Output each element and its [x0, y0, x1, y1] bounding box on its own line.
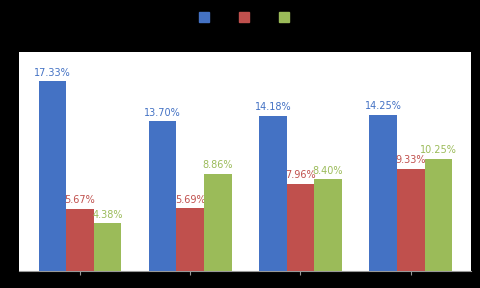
Bar	[148, 121, 176, 271]
Text: 7.96%: 7.96%	[285, 170, 315, 180]
Legend: , , : , ,	[198, 11, 291, 25]
Text: 9.33%: 9.33%	[395, 155, 425, 165]
Text: 13.70%: 13.70%	[144, 107, 180, 118]
Text: 4.38%: 4.38%	[92, 209, 122, 219]
Bar	[369, 115, 396, 271]
Bar	[176, 209, 204, 271]
Bar	[94, 223, 121, 271]
Bar	[204, 174, 231, 271]
Text: 8.40%: 8.40%	[312, 166, 343, 175]
Text: 5.69%: 5.69%	[175, 195, 205, 205]
Text: 5.67%: 5.67%	[64, 195, 95, 205]
Text: 14.18%: 14.18%	[254, 102, 290, 112]
Text: 14.25%: 14.25%	[364, 101, 401, 111]
Bar	[38, 81, 66, 271]
Bar	[259, 115, 286, 271]
Text: 8.86%: 8.86%	[202, 160, 232, 170]
Bar	[313, 179, 341, 271]
Text: 17.33%: 17.33%	[34, 68, 71, 78]
Bar	[396, 168, 424, 271]
Bar	[66, 209, 94, 271]
Bar	[286, 184, 313, 271]
Bar	[424, 158, 451, 271]
Text: 10.25%: 10.25%	[419, 145, 456, 155]
